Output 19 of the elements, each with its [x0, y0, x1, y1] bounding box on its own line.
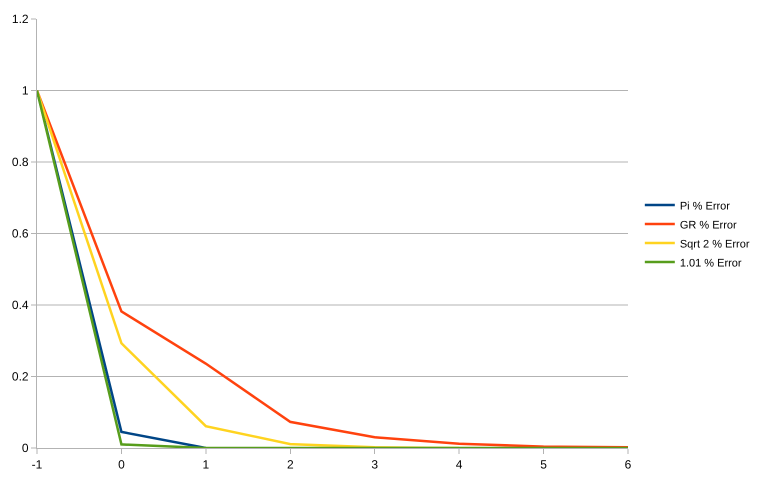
- x-tick-label: -1: [32, 457, 43, 472]
- x-tick-label: 2: [286, 457, 294, 472]
- x-tick-label: 5: [540, 457, 548, 472]
- x-tick-label: 1: [202, 457, 210, 472]
- x-tick-label: 0: [118, 457, 126, 472]
- y-tick-label: 1: [22, 84, 29, 98]
- legend-label: 1.01 % Error: [680, 257, 742, 270]
- y-tick-label: 0.6: [12, 226, 29, 241]
- legend-label: Sqrt 2 % Error: [680, 238, 750, 250]
- x-tick-label: 3: [371, 457, 378, 472]
- legend-label: Pi % Error: [680, 200, 730, 212]
- y-tick-label: 0.8: [12, 155, 29, 170]
- legend-label: GR % Error: [680, 219, 737, 232]
- y-tick-label: 0.4: [12, 298, 29, 312]
- y-tick-label: 1.2: [12, 12, 29, 26]
- y-tick-label: 0: [22, 441, 29, 456]
- y-tick-label: 0.2: [12, 370, 29, 384]
- x-tick-label: 4: [456, 457, 463, 472]
- x-tick-label: 6: [624, 457, 632, 472]
